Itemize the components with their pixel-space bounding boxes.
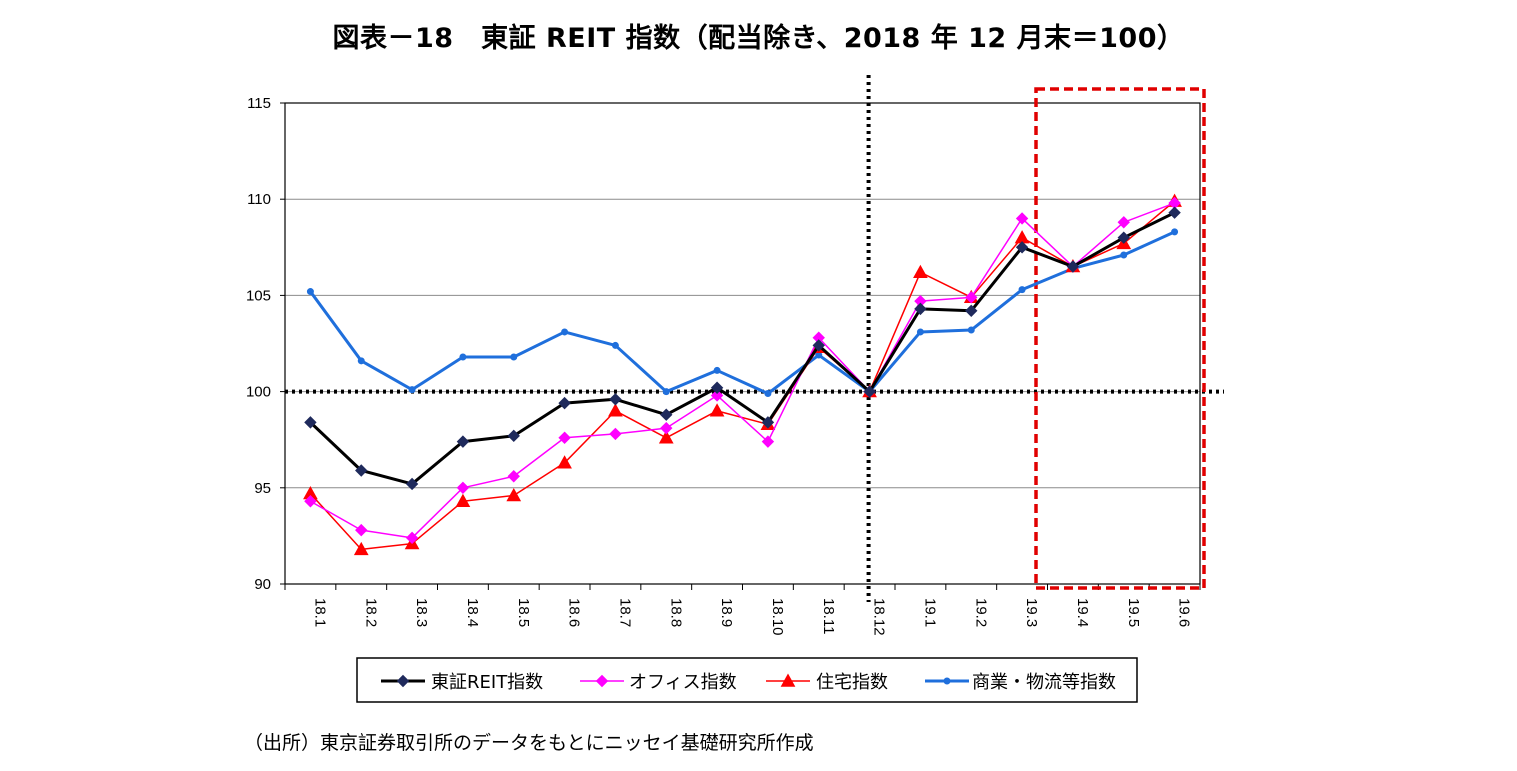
series-line-1 [310,202,1175,539]
data-point-s1 [660,421,673,435]
data-point-s0 [812,339,825,352]
data-point-s3 [1018,286,1026,294]
plot-area [284,102,1201,585]
legend-swatch-marker [595,674,609,688]
y-tick-label: 90 [254,576,271,593]
y-tick-label: 100 [246,384,271,401]
data-point-s2 [557,455,572,469]
data-point-s1 [456,481,470,495]
highlight-box [1034,87,1206,590]
x-tick-label: 18.2 [362,598,379,627]
legend-swatch-marker [396,674,410,688]
data-point-s0 [1117,231,1130,244]
data-point-s1 [609,427,622,441]
x-tick-label: 18.10 [769,598,786,636]
x-tick-label: 19.3 [1023,598,1040,627]
data-point-s1 [304,495,317,508]
data-point-s3 [357,357,365,365]
data-point-s0 [405,477,419,491]
x-tick-label: 19.2 [972,598,989,627]
legend: 東証REIT指数 オフィス指数 住宅指数 商業・物流等指数 [356,657,1138,703]
data-point-s3 [561,328,569,336]
legend-label: 住宅指数 [816,672,888,693]
data-point-s1 [761,435,775,448]
data-point-s0 [609,393,622,406]
data-point-s0 [863,385,876,398]
data-point-s1 [355,523,368,537]
x-tick-label: 18.1 [311,598,328,627]
data-point-s0 [1015,241,1029,254]
data-point-s3 [459,353,467,361]
legend-label: オフィス指数 [629,672,737,693]
x-tick-label: 19.4 [1074,598,1091,627]
legend-label: 商業・物流等指数 [972,672,1116,693]
data-point-s3 [1120,251,1128,259]
series-line-2 [309,200,1176,551]
data-point-s3 [662,388,670,396]
data-point-s3 [815,351,823,359]
data-point-s2 [455,493,471,507]
data-point-s0 [456,435,470,448]
x-tick-label: 19.6 [1176,598,1193,627]
x-tick-label: 18.6 [566,598,583,627]
data-point-s3 [713,366,721,374]
legend-swatch-marker [780,673,796,687]
data-point-s2 [658,430,674,444]
x-tick-label: 18.4 [464,598,481,627]
data-point-s1 [558,431,571,444]
chart-title: 図表－18 東証 REIT 指数（配当除き、2018 年 12 月末＝100） [332,23,1185,54]
data-point-s3 [408,386,416,394]
x-tick-label: 19.1 [921,598,938,627]
data-point-s2 [353,541,369,556]
data-point-s1 [405,531,419,545]
x-tick-label: 18.5 [515,598,532,627]
data-point-s3 [764,390,772,398]
series-line-0 [309,211,1176,486]
data-point-s0 [304,416,317,429]
legend-label: 東証REIT指数 [431,672,543,693]
series-line-3 [309,230,1176,396]
x-tick-label: 19.5 [1125,598,1142,627]
data-point-s0 [761,416,775,429]
y-tick-label: 110 [247,191,271,208]
data-point-s3 [967,326,975,334]
data-point-s0 [660,408,673,421]
y-tick-label: 105 [246,287,271,304]
data-point-s3 [510,353,518,361]
data-point-s3 [1171,228,1179,236]
x-tick-label: 18.9 [718,598,735,627]
data-point-s0 [914,302,927,316]
source-note: （出所）東京証券取引所のデータをもとにニッセイ基礎研究所作成 [244,732,814,754]
data-point-s0 [355,464,368,477]
x-tick-label: 18.7 [616,598,633,627]
data-point-s0 [1066,260,1080,273]
data-point-s2 [913,264,928,279]
data-point-s1 [1015,212,1029,225]
data-point-s2 [506,487,522,502]
legend-box [356,657,1138,703]
data-point-s0 [710,381,724,394]
data-point-s1 [1117,216,1130,229]
legend-swatch-marker [943,677,951,685]
x-tick-label: 18.12 [871,598,888,636]
y-tick-label: 115 [247,95,271,112]
x-tick-label: 18.11 [820,598,837,634]
x-tick-label: 18.3 [413,598,430,627]
data-point-s3 [916,328,924,336]
data-point-s2 [608,403,623,417]
x-tick-label: 18.8 [667,598,684,627]
data-point-s0 [965,304,978,317]
data-point-s3 [611,341,619,349]
data-point-s3 [306,288,314,296]
data-point-s0 [558,396,571,410]
data-point-s1 [965,291,978,304]
data-point-s0 [1168,206,1181,219]
data-point-s1 [710,389,724,402]
y-tick-label: 95 [254,480,271,497]
data-point-s0 [507,429,520,443]
data-point-s1 [507,470,520,483]
data-point-s2 [709,403,725,417]
